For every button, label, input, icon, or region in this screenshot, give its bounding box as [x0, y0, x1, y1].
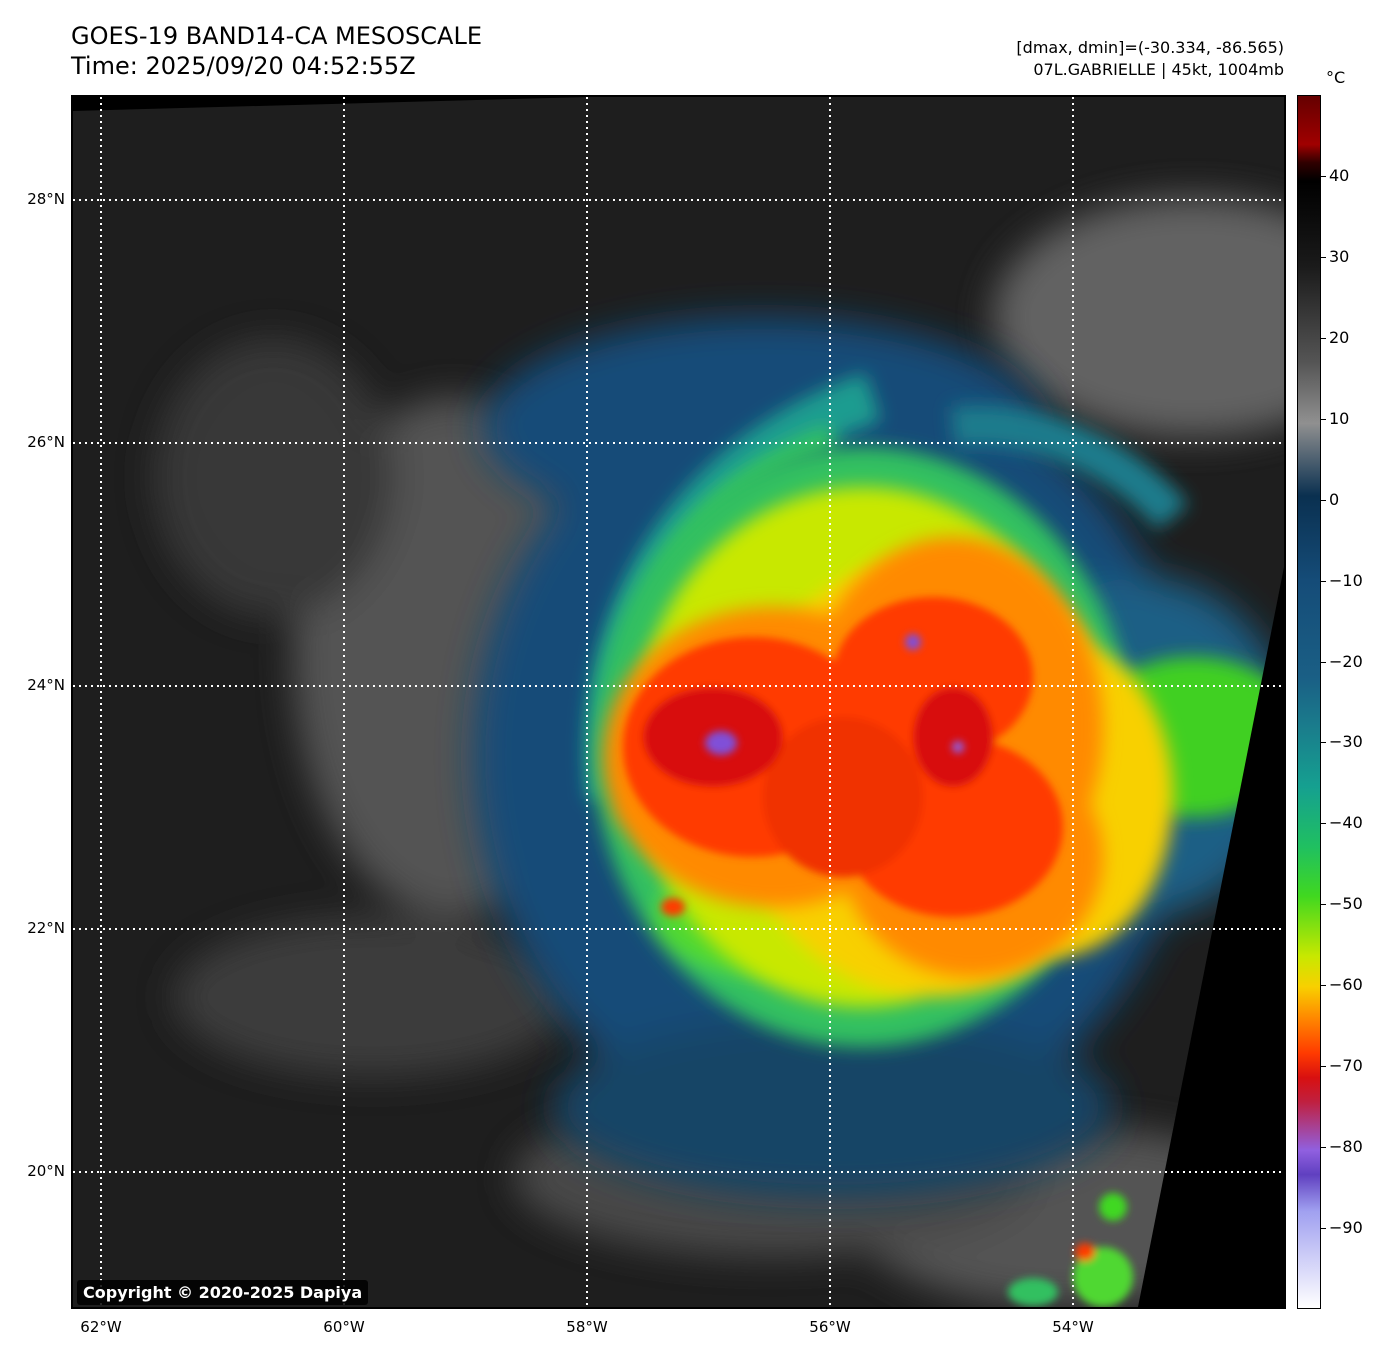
- colorbar-tick: [1321, 580, 1326, 582]
- lon-label: 58°W: [566, 1318, 608, 1336]
- graticule: [73, 97, 1284, 1307]
- map-title: GOES-19 BAND14-CA MESOSCALE: [71, 22, 482, 50]
- copyright-notice: Copyright © 2020-2025 Dapiya: [77, 1280, 369, 1305]
- coldest-cloud-tops: [705, 634, 964, 755]
- colorbar-tick: [1321, 661, 1326, 663]
- lat-label: 20°N: [27, 1162, 65, 1180]
- colorbar-tick-label: −70: [1329, 1056, 1363, 1076]
- colorbar-tick: [1321, 499, 1326, 501]
- colorbar: [1297, 95, 1321, 1309]
- colorbar-tick: [1321, 904, 1326, 906]
- lon-label: 60°W: [323, 1318, 365, 1336]
- colorbar-unit: °C: [1326, 68, 1346, 87]
- colorbar-tick-label: −40: [1329, 813, 1363, 833]
- colorbar-tick: [1321, 742, 1326, 744]
- lon-label: 54°W: [1052, 1318, 1094, 1336]
- lat-label: 24°N: [27, 676, 65, 694]
- colorbar-tick: [1321, 985, 1326, 987]
- colorbar-tick-label: −20: [1329, 651, 1363, 671]
- colorbar-tick-label: −30: [1329, 732, 1363, 752]
- map-timestamp: Time: 2025/09/20 04:52:55Z: [71, 52, 416, 80]
- colorbar-tick: [1321, 1147, 1326, 1149]
- lon-label: 56°W: [809, 1318, 851, 1336]
- southern-cells: [661, 898, 1133, 1307]
- no-data-region: [1138, 567, 1284, 1307]
- colorbar-tick: [1321, 337, 1326, 339]
- satellite-imagery: [73, 97, 1284, 1307]
- colorbar-tick: [1321, 256, 1326, 258]
- colorbar-tick: [1321, 418, 1326, 420]
- no-data-top-edge: [73, 97, 588, 111]
- colorbar-tick-label: −50: [1329, 894, 1363, 914]
- colorbar-tick-label: 20: [1329, 327, 1350, 347]
- colorbar-tick-label: 40: [1329, 165, 1350, 185]
- storm-info: 07L.GABRIELLE | 45kt, 1004mb: [1033, 60, 1284, 79]
- colorbar-tick-label: −10: [1329, 570, 1363, 590]
- convection-red-core: [623, 597, 1063, 917]
- colorbar-tick-label: 30: [1329, 246, 1350, 266]
- colorbar-tick-label: −60: [1329, 975, 1363, 995]
- colorbar-tick: [1321, 1066, 1326, 1068]
- colorbar-tick-label: 10: [1329, 408, 1350, 428]
- colorbar-tick-label: 0: [1329, 489, 1340, 509]
- satellite-map[interactable]: Copyright © 2020-2025 Dapiya: [71, 95, 1286, 1309]
- data-range-info: [dmax, dmin]=(-30.334, -86.565): [1016, 38, 1284, 57]
- colorbar-tick: [1321, 823, 1326, 825]
- lat-label: 22°N: [27, 919, 65, 937]
- colorbar-tick: [1321, 175, 1326, 177]
- colorbar-tick-label: −90: [1329, 1218, 1363, 1238]
- lat-label: 28°N: [27, 190, 65, 208]
- colorbar-tick-label: −80: [1329, 1137, 1363, 1157]
- colorbar-tick: [1321, 1228, 1326, 1230]
- lat-label: 26°N: [27, 433, 65, 451]
- lon-label: 62°W: [80, 1318, 122, 1336]
